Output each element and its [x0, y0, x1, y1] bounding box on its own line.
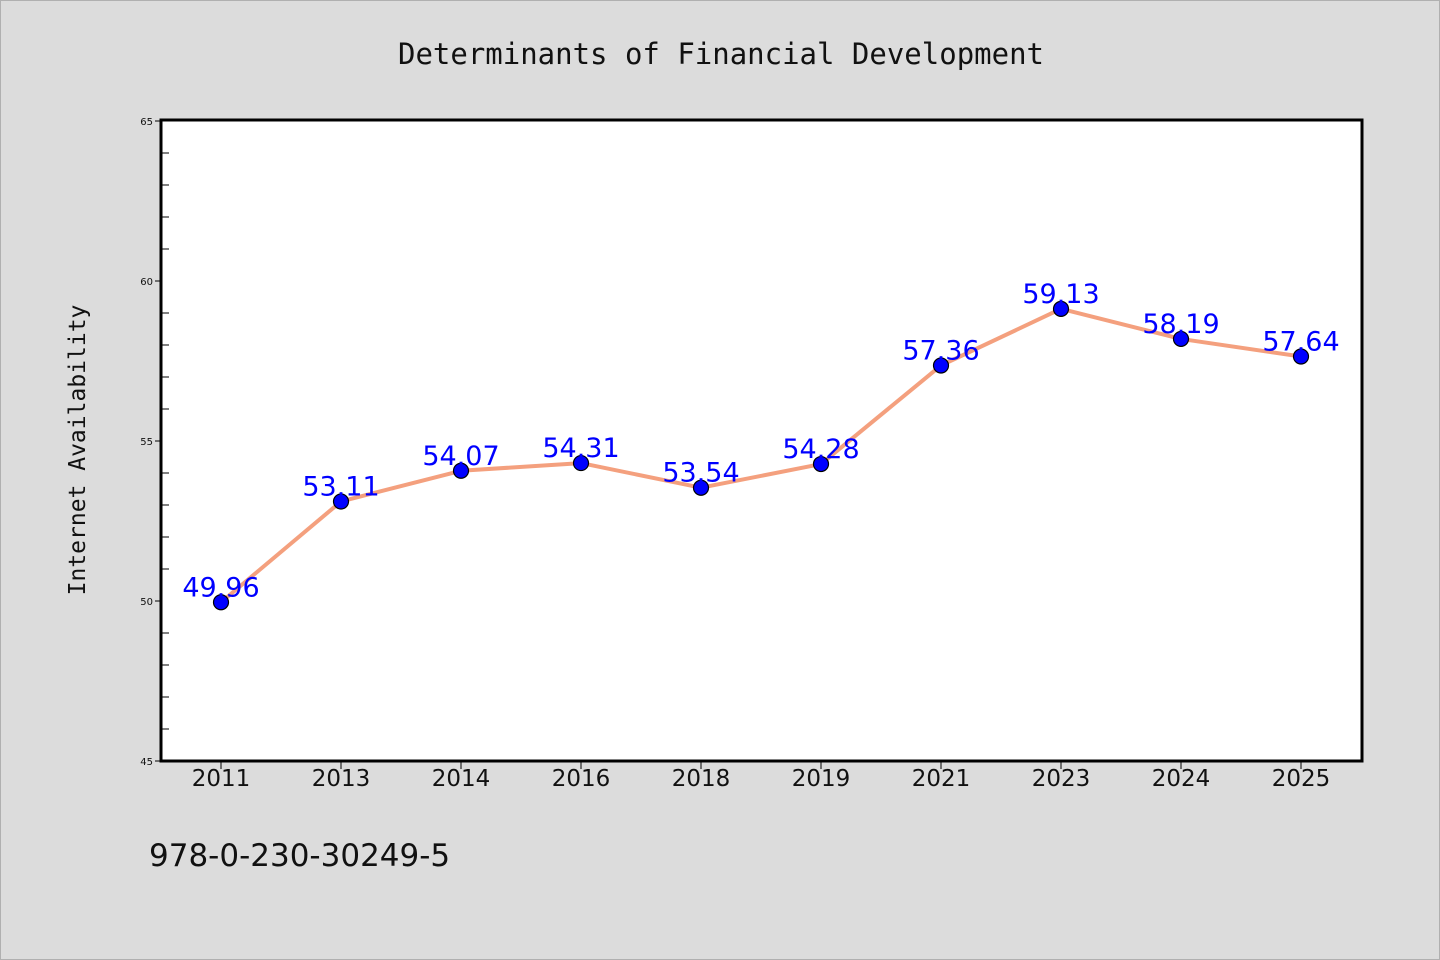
x-tick-label: 2013 [312, 766, 371, 792]
x-tick-label: 2024 [1152, 766, 1211, 792]
data-label: 54.07 [422, 441, 499, 472]
data-point [452, 462, 470, 479]
data-label: 54.31 [542, 433, 619, 464]
y-tick-label: 55 [140, 437, 153, 448]
data-label: 59.13 [1022, 279, 1099, 310]
data-point [692, 479, 710, 496]
x-tick-label: 2014 [432, 766, 491, 792]
series-line [219, 306, 1303, 605]
data-label: 53.11 [302, 471, 379, 502]
data-label: 58.19 [1142, 309, 1219, 340]
x-tick-label: 2025 [1272, 766, 1331, 792]
data-point [932, 357, 950, 374]
x-tick-label: 2019 [792, 766, 851, 792]
y-tick-label: 60 [140, 277, 153, 288]
y-tick-label: 45 [140, 757, 153, 768]
data-label: 57.36 [902, 335, 979, 366]
data-label: 53.54 [662, 458, 739, 489]
data-markers [212, 300, 1310, 611]
x-tick-label: 2018 [672, 766, 731, 792]
y-axis-ticks: 45 50 55 60 65 [140, 117, 169, 768]
x-tick-label: 2011 [192, 766, 251, 792]
isbn-annotation: 978-0-230-30249-5 [149, 838, 450, 874]
plot-area [159, 118, 1364, 763]
y-tick-label: 50 [140, 597, 153, 608]
data-labels: 49.96 53.11 54.07 54.31 53.54 54.28 57.36 59.13… [182, 279, 1339, 603]
x-tick-label: 2023 [1032, 766, 1091, 792]
x-tick-label: 2021 [912, 766, 971, 792]
data-point [332, 493, 350, 510]
data-point [1052, 300, 1070, 317]
data-label: 49.96 [182, 572, 259, 603]
y-axis-label: Internet Availability [65, 305, 91, 596]
data-point [572, 454, 590, 472]
y-tick-label: 65 [140, 117, 153, 128]
data-point [1172, 330, 1190, 348]
x-axis-ticks: 2011 2013 2014 2016 2018 2019 2021 2023 2024 2025 [192, 761, 1331, 792]
data-point [812, 455, 830, 473]
data-label: 57.64 [1262, 327, 1339, 358]
data-point [1292, 348, 1310, 365]
x-tick-label: 2016 [552, 766, 611, 792]
chart-title: Determinants of Financial Development [398, 37, 1044, 71]
data-point [212, 594, 230, 611]
data-label: 54.28 [782, 434, 859, 465]
